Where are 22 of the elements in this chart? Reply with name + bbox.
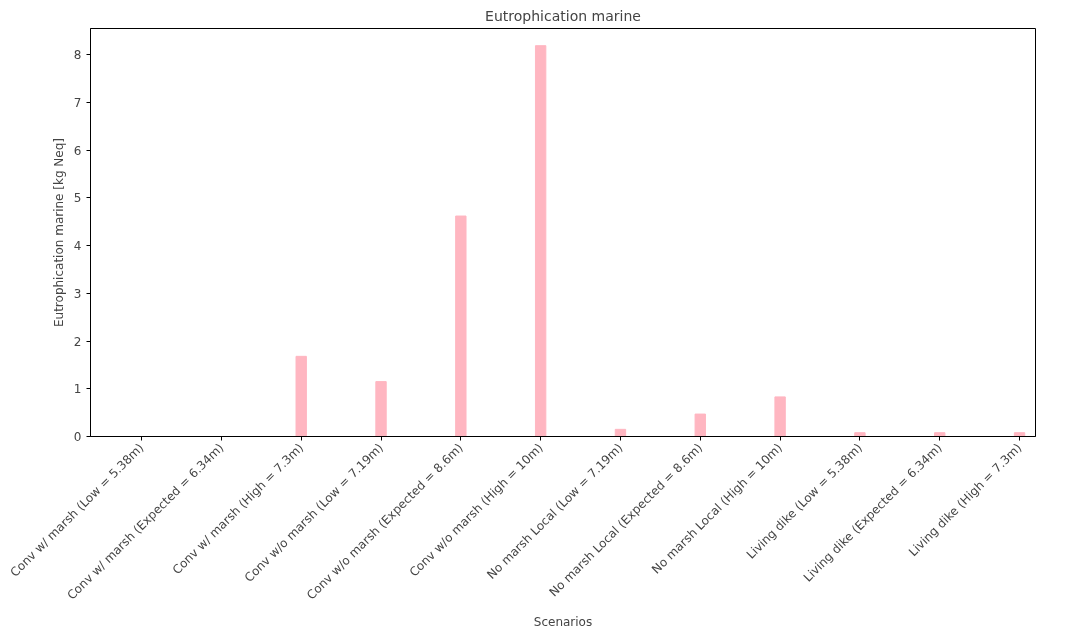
y-tick-label: 4 xyxy=(73,239,82,254)
bar xyxy=(774,396,786,437)
x-axis-title: Scenarios xyxy=(533,615,593,630)
bar xyxy=(694,413,706,437)
y-tick-label: 8 xyxy=(73,48,82,63)
bar xyxy=(455,215,467,437)
y-tick-label: 1 xyxy=(73,382,82,397)
y-axis-title: Eutrophication marine [kg Neq] xyxy=(51,137,66,328)
bar xyxy=(534,45,547,437)
y-tick-label: 2 xyxy=(73,334,82,349)
y-tick-label: 5 xyxy=(73,191,82,206)
chart-title: Eutrophication marine xyxy=(485,7,641,24)
y-tick-label: 7 xyxy=(73,95,82,110)
bar xyxy=(614,428,627,437)
bar xyxy=(1013,432,1026,437)
bar xyxy=(854,432,866,437)
y-tick-label: 6 xyxy=(73,143,82,158)
bar xyxy=(375,381,387,437)
y-tick-label: 0 xyxy=(73,430,82,444)
y-tick-label: 3 xyxy=(73,286,82,301)
bar xyxy=(295,355,307,437)
bar xyxy=(934,432,946,437)
